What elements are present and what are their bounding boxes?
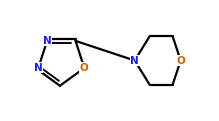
Text: N: N [34, 63, 43, 73]
Text: N: N [43, 36, 51, 46]
Text: N: N [130, 56, 139, 65]
Text: O: O [176, 56, 185, 65]
Text: O: O [80, 63, 89, 73]
